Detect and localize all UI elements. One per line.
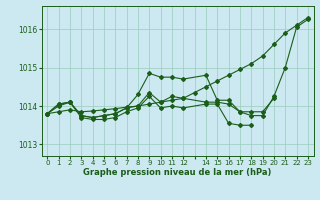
X-axis label: Graphe pression niveau de la mer (hPa): Graphe pression niveau de la mer (hPa) [84,168,272,177]
